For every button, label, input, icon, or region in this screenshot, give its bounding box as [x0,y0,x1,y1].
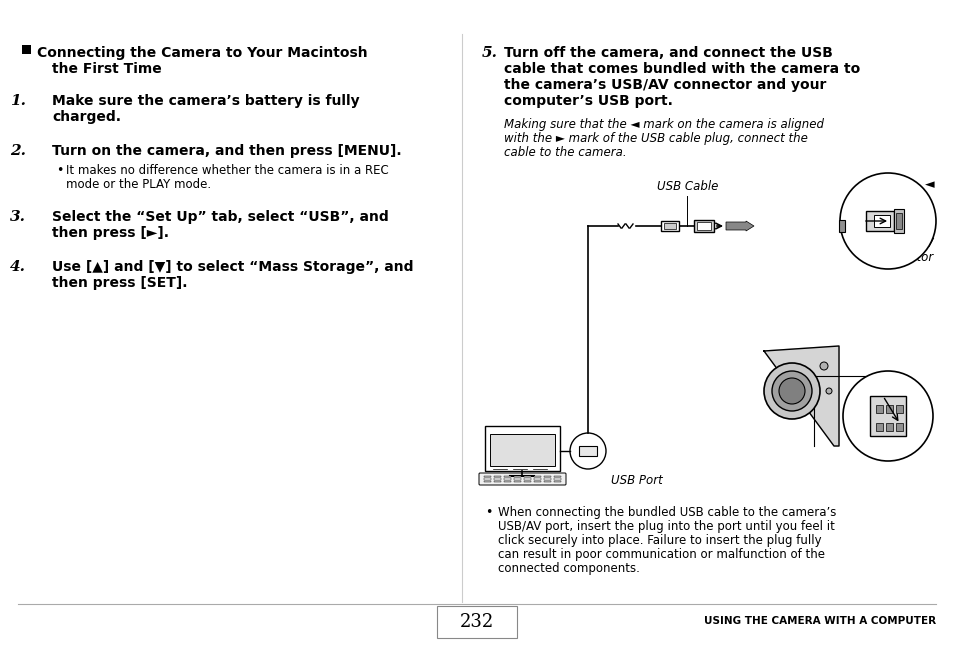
Circle shape [763,363,820,419]
Text: 232: 232 [459,613,494,631]
Circle shape [779,378,804,404]
Text: When connecting the bundled USB cable to the camera’s: When connecting the bundled USB cable to… [497,506,836,519]
Text: the camera’s USB/AV connector and your: the camera’s USB/AV connector and your [503,78,825,92]
Text: with the ► mark of the USB cable plug, connect the: with the ► mark of the USB cable plug, c… [503,132,807,145]
Text: •: • [56,164,63,177]
Text: USB Port: USB Port [610,474,662,487]
Bar [578,446,597,456]
Text: charged.: charged. [52,110,121,124]
Bar [554,481,560,482]
Bar [838,220,844,232]
Text: cable to the camera.: cable to the camera. [503,146,626,159]
Bar [885,405,892,413]
Bar [490,434,555,466]
Bar [514,478,520,479]
Circle shape [840,173,935,269]
Text: Turn off the camera, and connect the USB: Turn off the camera, and connect the USB [503,46,832,60]
Text: cable that comes bundled with the camera to: cable that comes bundled with the camera… [503,62,860,76]
Text: computer’s USB port.: computer’s USB port. [503,94,672,108]
Circle shape [771,371,811,411]
Bar [893,209,903,233]
Bar [22,45,30,54]
Text: mode or the PLAY mode.: mode or the PLAY mode. [66,178,211,191]
Bar [483,481,491,482]
Bar [503,475,511,477]
Bar [875,405,882,413]
Text: Connecting the Camera to Your Macintosh: Connecting the Camera to Your Macintosh [37,46,367,60]
Bar [554,475,560,477]
Bar [865,211,893,231]
Bar [895,213,901,229]
Bar [869,396,905,436]
Bar [436,606,517,638]
Circle shape [820,362,827,370]
Text: 5.: 5. [481,46,497,60]
Text: USB/AV port, insert the plug into the port until you feel it: USB/AV port, insert the plug into the po… [497,520,834,533]
Bar [483,478,491,479]
Bar [693,220,713,232]
Text: 3.: 3. [10,210,26,224]
Text: 2.: 2. [10,144,26,158]
Bar [873,215,889,227]
FancyBboxPatch shape [478,473,565,485]
Text: USB/AV: USB/AV [889,236,933,249]
Bar [494,475,500,477]
Circle shape [569,433,605,469]
Bar [660,221,679,231]
Text: the First Time: the First Time [52,62,162,76]
Text: USING THE CAMERA WITH A COMPUTER: USING THE CAMERA WITH A COMPUTER [703,616,935,626]
Bar [523,475,531,477]
Text: Use [▲] and [▼] to select “Mass Storage”, and: Use [▲] and [▼] to select “Mass Storage”… [52,260,413,274]
Text: Make sure the camera’s battery is fully: Make sure the camera’s battery is fully [52,94,359,108]
Text: It makes no difference whether the camera is in a REC: It makes no difference whether the camer… [66,164,388,177]
Bar [484,426,559,471]
Bar [663,223,676,229]
Bar [895,423,902,431]
Text: Making sure that the ◄ mark on the camera is aligned: Making sure that the ◄ mark on the camer… [503,118,823,131]
Bar [534,478,540,479]
Polygon shape [763,346,838,446]
Circle shape [825,388,831,394]
Text: can result in poor communication or malfunction of the: can result in poor communication or malf… [497,548,824,561]
Bar [543,478,551,479]
Text: •: • [484,506,492,519]
Text: then press [►].: then press [►]. [52,226,169,240]
Bar [534,475,540,477]
Bar [523,478,531,479]
Text: USB Cable: USB Cable [657,180,718,193]
FancyArrow shape [725,221,753,231]
Bar [895,405,902,413]
Text: then press [SET].: then press [SET]. [52,276,188,290]
Bar [503,478,511,479]
Text: 4.: 4. [10,260,26,274]
Text: 1.: 1. [10,94,26,108]
Bar [885,423,892,431]
Bar [514,475,520,477]
Bar [543,475,551,477]
Bar [514,481,520,482]
Text: click securely into place. Failure to insert the plug fully: click securely into place. Failure to in… [497,534,821,547]
Bar [875,423,882,431]
Text: connected components.: connected components. [497,562,639,575]
Bar [554,478,560,479]
Bar [543,481,551,482]
Bar [494,481,500,482]
Text: Turn on the camera, and then press [MENU].: Turn on the camera, and then press [MENU… [52,144,401,158]
Text: connector: connector [874,251,933,264]
Text: ◄: ◄ [924,178,934,191]
Bar [503,481,511,482]
Bar [523,481,531,482]
Bar [494,478,500,479]
Bar [483,475,491,477]
Circle shape [842,371,932,461]
Text: Select the “Set Up” tab, select “USB”, and: Select the “Set Up” tab, select “USB”, a… [52,210,388,224]
Bar [697,222,710,230]
Bar [534,481,540,482]
